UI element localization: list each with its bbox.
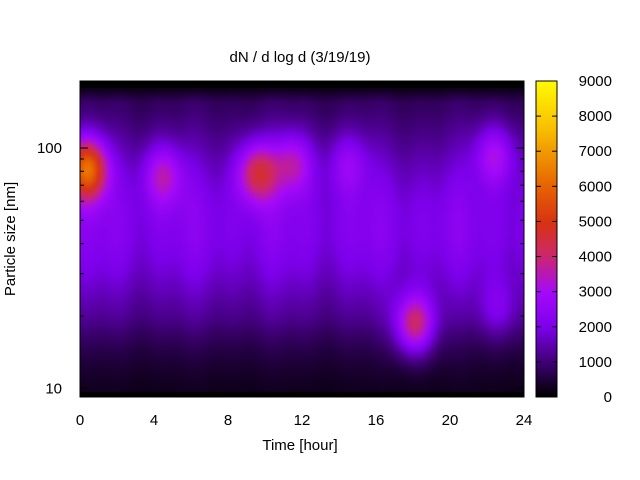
y-axis-title: Particle size [nm] — [2, 182, 19, 296]
y-tick-label: 10 — [45, 380, 62, 397]
colorbar-frame — [535, 80, 558, 398]
chart-title: dN / d log d (3/19/19) — [230, 49, 371, 66]
colorbar-tick-label: 2000 — [579, 319, 612, 336]
colorbar-tick-label: 5000 — [579, 213, 612, 230]
x-axis-title: Time [hour] — [262, 437, 337, 454]
x-tick-label: 12 — [294, 412, 311, 429]
x-tick-label: 16 — [368, 412, 385, 429]
y-tick-label: 100 — [37, 140, 62, 157]
x-axis: 0 4 8 12 16 20 24 — [76, 81, 533, 429]
colorbar-tick-label: 7000 — [579, 143, 612, 160]
colorbar-tick-label: 6000 — [579, 178, 612, 195]
x-tick-label: 0 — [76, 412, 84, 429]
heatmap-area — [79, 80, 525, 398]
heatmap-image — [80, 88, 524, 392]
colorbar-tick-label: 1000 — [579, 354, 612, 371]
colorbar-tick-label: 8000 — [579, 108, 612, 125]
y-axis: 10 100 — [37, 140, 524, 397]
colorbar-tick-label: 0 — [604, 389, 612, 406]
x-tick-label: 24 — [516, 412, 533, 429]
colorbar-gradient — [536, 81, 557, 397]
colorbar: 0 1000 2000 3000 4000 5000 6000 7000 8000 9000 — [535, 73, 612, 406]
x-tick-label: 8 — [224, 412, 232, 429]
colorbar-tick-label: 9000 — [579, 73, 612, 90]
colorbar-tick-label: 4000 — [579, 249, 612, 266]
colorbar-ticks: 0 1000 2000 3000 4000 5000 6000 7000 8000 9000 — [536, 73, 612, 406]
colorbar-tick-label: 3000 — [579, 284, 612, 301]
x-tick-label: 20 — [442, 412, 459, 429]
x-tick-label: 4 — [150, 412, 158, 429]
